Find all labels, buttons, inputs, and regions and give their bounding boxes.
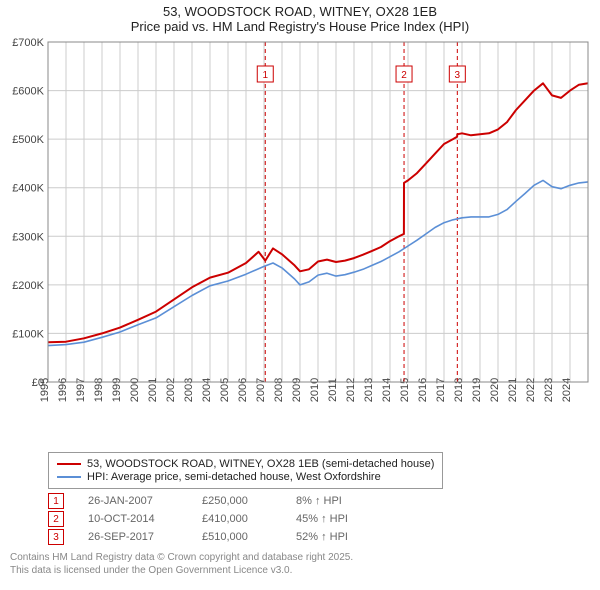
- annotation-date: 26-SEP-2017: [88, 531, 178, 543]
- svg-text:2016: 2016: [417, 378, 429, 402]
- annotation-row: 3 26-SEP-2017 £510,000 52% ↑ HPI: [48, 529, 590, 545]
- svg-text:2003: 2003: [183, 378, 195, 402]
- annotation-date: 26-JAN-2007: [88, 495, 178, 507]
- svg-text:£100K: £100K: [12, 328, 44, 340]
- title-line1: 53, WOODSTOCK ROAD, WITNEY, OX28 1EB: [0, 4, 600, 19]
- legend-swatch: [57, 463, 81, 465]
- svg-text:2020: 2020: [489, 378, 501, 402]
- annotation-pct: 52% ↑ HPI: [296, 531, 348, 543]
- attribution-line2: This data is licensed under the Open Gov…: [10, 564, 590, 577]
- svg-text:2010: 2010: [309, 378, 321, 402]
- legend-swatch: [57, 476, 81, 478]
- svg-text:1998: 1998: [93, 378, 105, 402]
- annotations-table: 1 26-JAN-2007 £250,000 8% ↑ HPI 2 10-OCT-2014…: [48, 493, 590, 545]
- annotation-badge: 3: [48, 529, 64, 545]
- svg-text:2005: 2005: [219, 378, 231, 402]
- svg-text:2022: 2022: [525, 378, 537, 402]
- svg-text:2015: 2015: [399, 378, 411, 402]
- svg-text:1: 1: [262, 70, 268, 81]
- svg-text:3: 3: [455, 70, 461, 81]
- chart-title-block: 53, WOODSTOCK ROAD, WITNEY, OX28 1EB Pri…: [0, 0, 600, 36]
- svg-text:2012: 2012: [345, 378, 357, 402]
- legend-label: 53, WOODSTOCK ROAD, WITNEY, OX28 1EB (se…: [87, 458, 434, 470]
- svg-text:2019: 2019: [471, 378, 483, 402]
- annotation-price: £510,000: [202, 531, 272, 543]
- svg-text:£700K: £700K: [12, 37, 44, 49]
- svg-text:2002: 2002: [165, 378, 177, 402]
- svg-text:£300K: £300K: [12, 231, 44, 243]
- annotation-row: 2 10-OCT-2014 £410,000 45% ↑ HPI: [48, 511, 590, 527]
- svg-text:2001: 2001: [147, 378, 159, 402]
- svg-text:1999: 1999: [111, 378, 123, 402]
- annotation-pct: 8% ↑ HPI: [296, 495, 342, 507]
- svg-text:£200K: £200K: [12, 280, 44, 292]
- attribution: Contains HM Land Registry data © Crown c…: [10, 551, 590, 577]
- annotation-badge: 1: [48, 493, 64, 509]
- chart-area: £0£100K£200K£300K£400K£500K£600K£700K199…: [0, 36, 600, 446]
- annotation-row: 1 26-JAN-2007 £250,000 8% ↑ HPI: [48, 493, 590, 509]
- svg-text:£500K: £500K: [12, 134, 44, 146]
- svg-text:2008: 2008: [273, 378, 285, 402]
- svg-text:2013: 2013: [363, 378, 375, 402]
- svg-text:2024: 2024: [561, 378, 573, 402]
- annotation-badge: 2: [48, 511, 64, 527]
- annotation-price: £250,000: [202, 495, 272, 507]
- svg-text:£400K: £400K: [12, 183, 44, 195]
- chart-svg: £0£100K£200K£300K£400K£500K£600K£700K199…: [0, 36, 600, 446]
- svg-text:2009: 2009: [291, 378, 303, 402]
- svg-text:2023: 2023: [543, 378, 555, 402]
- svg-text:£600K: £600K: [12, 86, 44, 98]
- legend: 53, WOODSTOCK ROAD, WITNEY, OX28 1EB (se…: [48, 452, 443, 489]
- svg-text:2018: 2018: [453, 378, 465, 402]
- annotation-date: 10-OCT-2014: [88, 513, 178, 525]
- attribution-line1: Contains HM Land Registry data © Crown c…: [10, 551, 590, 564]
- svg-text:1995: 1995: [39, 378, 51, 402]
- svg-text:2: 2: [401, 70, 407, 81]
- svg-text:2004: 2004: [201, 378, 213, 402]
- svg-text:2021: 2021: [507, 378, 519, 402]
- svg-text:2006: 2006: [237, 378, 249, 402]
- svg-text:2017: 2017: [435, 378, 447, 402]
- svg-text:2014: 2014: [381, 378, 393, 402]
- svg-text:2000: 2000: [129, 378, 141, 402]
- annotation-price: £410,000: [202, 513, 272, 525]
- title-line2: Price paid vs. HM Land Registry's House …: [0, 19, 600, 34]
- legend-row: HPI: Average price, semi-detached house,…: [57, 471, 434, 483]
- annotation-pct: 45% ↑ HPI: [296, 513, 348, 525]
- legend-label: HPI: Average price, semi-detached house,…: [87, 471, 381, 483]
- legend-row: 53, WOODSTOCK ROAD, WITNEY, OX28 1EB (se…: [57, 458, 434, 470]
- svg-text:1997: 1997: [75, 378, 87, 402]
- svg-text:1996: 1996: [57, 378, 69, 402]
